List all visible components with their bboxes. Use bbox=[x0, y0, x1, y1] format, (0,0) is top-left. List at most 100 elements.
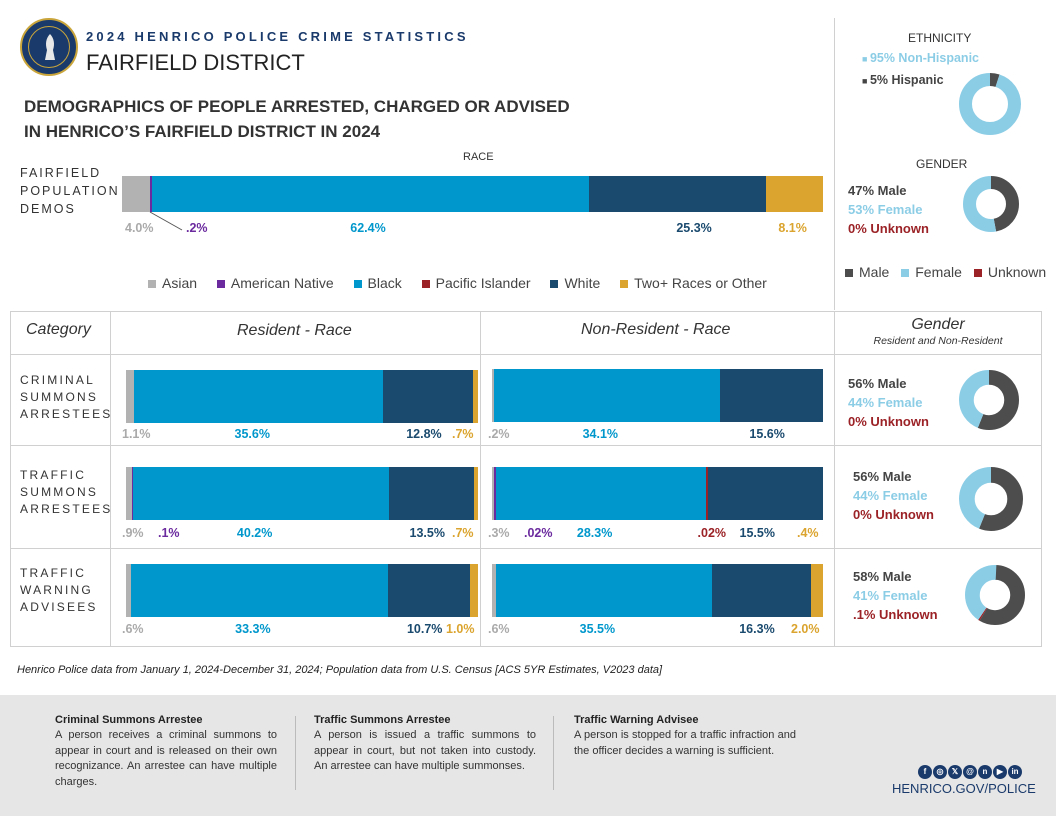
bar-segment-white bbox=[387, 564, 471, 617]
nonresident-row1-label-white: 15.5% bbox=[739, 526, 775, 540]
gender-donut-traffic-warning bbox=[965, 565, 1025, 625]
resident-row2-label-asian: .6% bbox=[122, 622, 144, 636]
legend-unknown: Unknown bbox=[973, 264, 1046, 280]
x-icon[interactable]: 𝕏 bbox=[948, 765, 962, 779]
source-note: Henrico Police data from January 1, 2024… bbox=[17, 664, 663, 676]
bar-segment-asian bbox=[492, 564, 496, 617]
legend-white: White bbox=[550, 275, 600, 291]
resident-bar-traffic-summons bbox=[126, 467, 478, 520]
nonresident-row0-label-white: 15.6% bbox=[749, 427, 785, 441]
donut-slice-female bbox=[965, 565, 1025, 625]
nonresident-row2-label-black: 35.5% bbox=[579, 622, 616, 636]
def-criminal-summons: Criminal Summons Arrestee A person recei… bbox=[55, 714, 277, 788]
row2-male: 58% Male bbox=[853, 569, 912, 584]
pop-label-asian: 4.0% bbox=[125, 221, 154, 235]
bullet-icon: ■ bbox=[862, 76, 870, 86]
ethnicity-donut bbox=[959, 73, 1021, 135]
ethnicity-title: ETHNICITY bbox=[908, 31, 972, 45]
legend-native: American Native bbox=[216, 275, 334, 291]
bar-segment-black bbox=[151, 176, 589, 212]
col-header-nonresident: Non-Resident - Race bbox=[581, 321, 731, 338]
row-label-criminal-summons: CRIMINAL SUMMONS ARRESTEES bbox=[20, 373, 113, 421]
nonresident-row1-label-two: .4% bbox=[797, 526, 819, 540]
social-icons: f ◎ 𝕏 @ n ▶ in bbox=[918, 761, 1023, 779]
bar-segment-black bbox=[493, 369, 720, 422]
bullet-icon: ■ bbox=[862, 54, 870, 64]
bar-segment-asian bbox=[126, 370, 134, 423]
bar-segment-pacific bbox=[706, 467, 708, 520]
col-header-gender-sub: Resident and Non-Resident bbox=[873, 335, 1003, 347]
donut-slice-female bbox=[963, 176, 1019, 232]
footer bbox=[0, 695, 1056, 816]
resident-row0-label-black: 35.6% bbox=[234, 427, 270, 441]
resident-row2-label-black: 33.3% bbox=[235, 622, 271, 636]
legend-unknown-swatch bbox=[973, 269, 982, 278]
bar-segment-white bbox=[719, 369, 823, 422]
instagram-icon[interactable]: ◎ bbox=[933, 765, 947, 779]
main-title-line1: DEMOGRAPHICS OF PEOPLE ARRESTED, CHARGED… bbox=[24, 97, 570, 116]
legend-white-swatch bbox=[550, 280, 559, 289]
bar-segment-two bbox=[474, 467, 478, 520]
bar-segment-white bbox=[383, 370, 474, 423]
nonresident-bar-traffic-summons bbox=[492, 467, 823, 520]
bar-segment-white bbox=[711, 564, 811, 617]
race-label: RACE bbox=[463, 151, 494, 163]
resident-row1-label-two: .7% bbox=[452, 526, 474, 540]
bar-segment-black bbox=[133, 370, 384, 423]
row1-female: 44% Female bbox=[853, 488, 928, 503]
nonresident-row1-label-asian: .3% bbox=[488, 526, 510, 540]
legend-black-swatch bbox=[353, 280, 362, 289]
nonresident-row0-label-asian: .2% bbox=[488, 427, 510, 441]
bar-segment-native bbox=[131, 467, 134, 520]
nextdoor-icon[interactable]: n bbox=[978, 765, 992, 779]
youtube-icon[interactable]: ▶ bbox=[993, 765, 1007, 779]
ethnicity-hispanic: ■ 5% Hispanic bbox=[862, 73, 944, 87]
bar-segment-two bbox=[470, 564, 478, 617]
pop-label-white: 25.3% bbox=[676, 221, 712, 235]
facebook-icon[interactable]: f bbox=[918, 765, 932, 779]
gender-donut-criminal-summons bbox=[959, 370, 1019, 430]
native-leader-line bbox=[149, 211, 183, 231]
population-label: FAIRFIELD POPULATION DEMOS bbox=[20, 166, 120, 216]
gender-pop-female: 53% Female bbox=[848, 202, 923, 217]
row0-female: 44% Female bbox=[848, 395, 923, 410]
row-label-traffic-summons: TRAFFIC SUMMONS ARRESTEES bbox=[20, 468, 113, 516]
row1-unknown: 0% Unknown bbox=[853, 507, 934, 522]
donut-slice-female bbox=[959, 370, 1019, 430]
bar-segment-white bbox=[388, 467, 475, 520]
pop-label-native: .2% bbox=[186, 221, 208, 235]
legend-pacific-swatch bbox=[421, 280, 430, 289]
threads-icon[interactable]: @ bbox=[963, 765, 977, 779]
resident-row1-label-native: .1% bbox=[158, 526, 180, 540]
legend-two: Two+ Races or Other bbox=[620, 275, 767, 291]
linkedin-icon[interactable]: in bbox=[1008, 765, 1022, 779]
nonresident-row1-label-native: .02% bbox=[524, 526, 553, 540]
def-traffic-summons: Traffic Summons Arrestee A person is iss… bbox=[314, 714, 536, 772]
legend-two-swatch bbox=[620, 280, 629, 289]
legend-female: Female bbox=[901, 264, 962, 280]
gender-title: GENDER bbox=[916, 157, 968, 171]
population-race-bar bbox=[122, 176, 823, 212]
gender-pop-donut bbox=[963, 176, 1019, 232]
resident-row2-label-two: 1.0% bbox=[446, 622, 475, 636]
main-title-line2: IN HENRICO’S FAIRFIELD DISTRICT IN 2024 bbox=[24, 122, 381, 141]
website-link[interactable]: HENRICO.GOV/POLICE bbox=[892, 781, 1036, 796]
resident-row0-label-white: 12.8% bbox=[406, 427, 442, 441]
gender-pop-unknown: 0% Unknown bbox=[848, 221, 929, 236]
donut-slice-female bbox=[958, 466, 1024, 532]
row-label-traffic-warning: TRAFFIC WARNING ADVISEES bbox=[20, 566, 98, 614]
bar-segment-asian bbox=[492, 369, 494, 422]
seal-figure-icon bbox=[45, 34, 55, 60]
nonresident-row2-label-asian: .6% bbox=[488, 622, 510, 636]
bar-segment-native bbox=[150, 176, 152, 212]
legend-female-swatch bbox=[901, 269, 910, 278]
nonresident-row2-label-two: 2.0% bbox=[791, 622, 820, 636]
resident-row1-label-asian: .9% bbox=[122, 526, 144, 540]
right-panel-divider bbox=[834, 18, 835, 310]
bar-segment-two bbox=[810, 564, 823, 617]
donut-slice-non-hispanic bbox=[959, 73, 1021, 135]
row2-female: 41% Female bbox=[853, 588, 928, 603]
bar-segment-black bbox=[495, 467, 707, 520]
col-header-resident: Resident - Race bbox=[237, 322, 352, 339]
bar-segment-two bbox=[766, 176, 823, 212]
